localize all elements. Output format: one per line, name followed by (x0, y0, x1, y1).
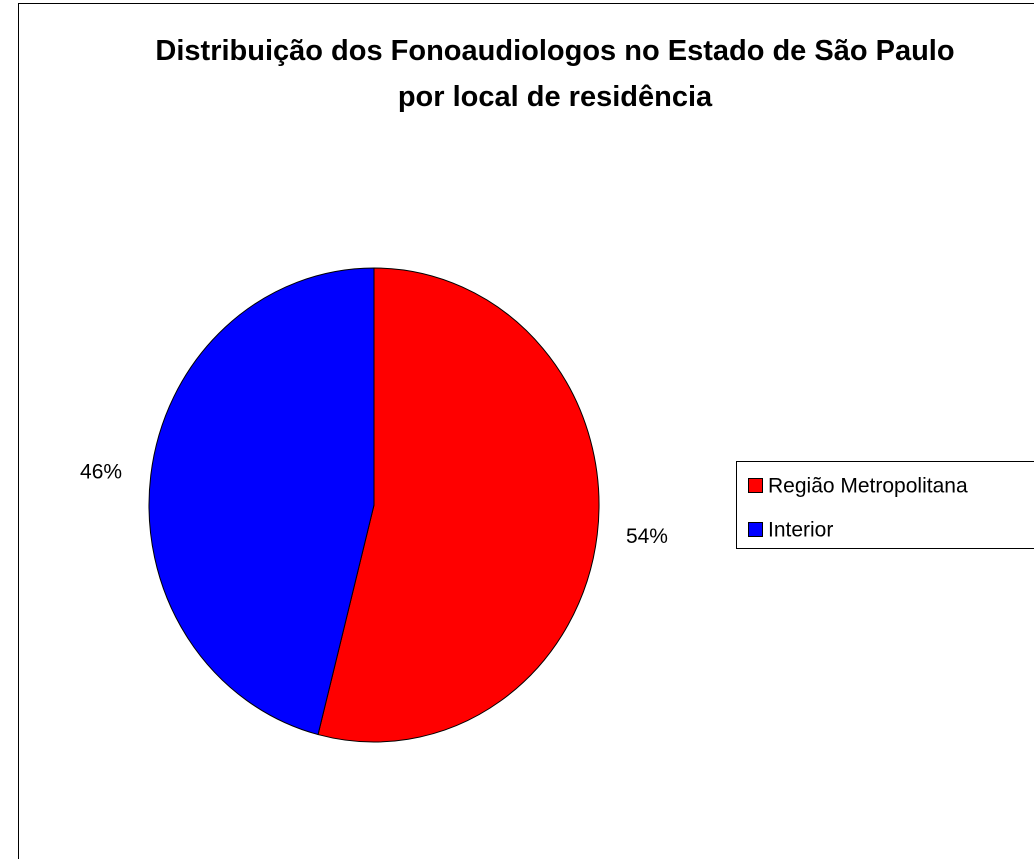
legend-label: Região Metropolitana (768, 475, 968, 498)
legend-label: Interior (768, 519, 833, 542)
legend-swatch (748, 522, 763, 537)
chart-frame (18, 3, 1034, 859)
legend-swatch (748, 478, 763, 493)
chart-title: Distribuição dos Fonoaudiologos no Estad… (155, 35, 955, 113)
data-label: 54% (626, 525, 668, 548)
pie-slice (317, 267, 600, 743)
data-label: 46% (80, 460, 122, 483)
legend-box (736, 461, 1034, 549)
pie-slice (148, 267, 375, 736)
